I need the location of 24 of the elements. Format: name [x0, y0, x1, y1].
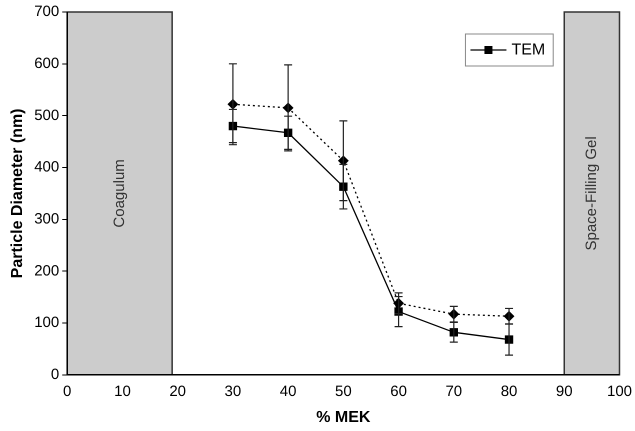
x-tick-label: 0 [63, 382, 72, 400]
x-tick-label: 30 [224, 382, 242, 400]
band-label: Coagulum [110, 159, 128, 228]
y-tick-label: 100 [34, 314, 60, 332]
x-tick-label: 40 [280, 382, 296, 400]
x-tick-label: 60 [390, 382, 407, 400]
legend-label: TEM [511, 41, 546, 58]
x-tick-label: 100 [606, 382, 632, 400]
y-tick-label: 600 [34, 54, 60, 72]
x-tick-label: 80 [500, 382, 518, 400]
y-tick-label: 400 [34, 158, 60, 176]
band-label: Space-Filling Gel [583, 136, 600, 251]
x-tick-label: 20 [169, 382, 186, 400]
x-axis-title: % MEK [316, 408, 371, 426]
x-tick-label: 70 [445, 382, 462, 400]
y-tick-label: 0 [50, 366, 60, 383]
x-tick-label: 50 [335, 382, 352, 400]
y-tick-label: 200 [34, 262, 60, 280]
y-tick-label: 500 [34, 106, 60, 124]
y-axis-title: Particle Diameter (nm) [9, 108, 26, 278]
y-tick-label: 300 [34, 210, 60, 228]
x-tick-label: 90 [556, 382, 573, 400]
y-tick-label: 700 [34, 3, 60, 20]
x-tick-label: 10 [114, 382, 131, 400]
